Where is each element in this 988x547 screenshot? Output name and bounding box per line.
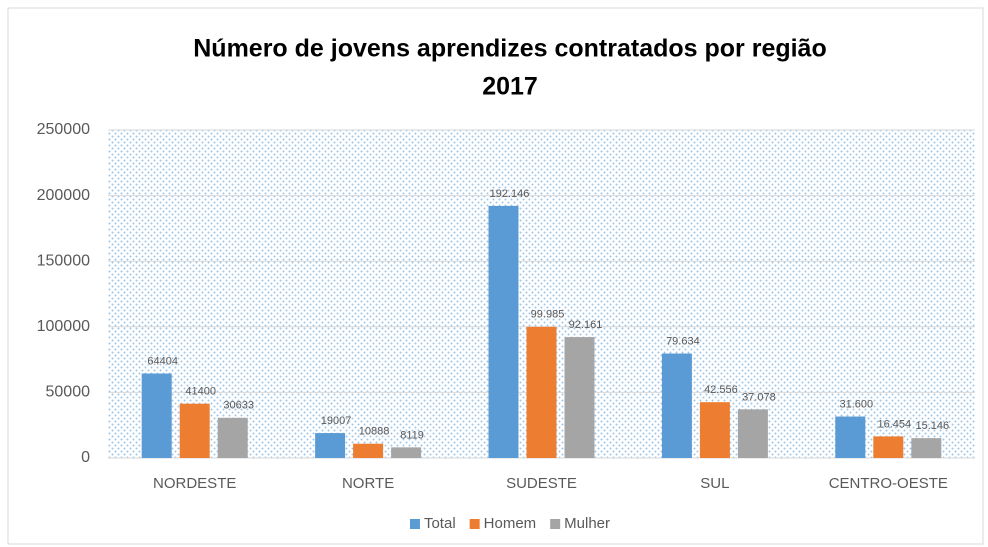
bar [179, 403, 210, 458]
x-tick-label: NORTE [342, 475, 394, 492]
value-label: 64404 [147, 355, 178, 367]
value-label: 42.556 [704, 384, 738, 396]
value-label: 19007 [321, 415, 352, 427]
bar [526, 326, 557, 458]
bar [488, 205, 519, 458]
y-tick-label: 250000 [37, 121, 90, 138]
x-tick-label: SUDESTE [506, 475, 577, 492]
y-tick-label: 0 [81, 449, 90, 466]
x-tick-label: SUL [700, 475, 729, 492]
value-label: 79.634 [666, 335, 700, 347]
bar [737, 409, 768, 458]
value-label: 31.600 [839, 398, 873, 410]
bar [141, 373, 172, 458]
value-label: 30633 [223, 400, 254, 412]
value-label: 192.146 [490, 188, 530, 200]
bar [911, 438, 942, 458]
chart-title: Número de jovens aprendizes contratados … [193, 35, 826, 63]
bar [835, 416, 866, 458]
bar [873, 436, 904, 458]
value-label: 10888 [359, 426, 390, 438]
legend-swatch [409, 519, 420, 529]
bar [353, 443, 384, 458]
x-tick-label: CENTRO-OESTE [829, 475, 948, 492]
value-label: 41400 [185, 386, 216, 398]
value-label: 37.078 [742, 391, 776, 403]
value-label: 15.146 [915, 420, 949, 432]
y-tick-label: 100000 [37, 318, 90, 335]
y-tick-label: 150000 [37, 252, 90, 269]
value-label: 8119 [400, 429, 424, 441]
legend-swatch [550, 519, 561, 529]
value-label: 99.985 [531, 309, 565, 321]
bar [217, 417, 248, 458]
legend-label: Mulher [564, 515, 610, 532]
y-tick-label: 200000 [37, 187, 90, 204]
bar [699, 402, 730, 458]
legend-label: Homem [484, 515, 537, 532]
bar [661, 353, 692, 458]
chart-subtitle: 2017 [482, 73, 538, 101]
x-tick-label: NORDESTE [153, 475, 236, 492]
y-tick-label: 50000 [46, 384, 91, 401]
legend-swatch [469, 519, 480, 529]
bar [564, 337, 595, 458]
value-label: 92.161 [569, 319, 603, 331]
bar [315, 433, 346, 458]
legend-label: Total [424, 515, 456, 532]
value-label: 16.454 [877, 418, 911, 430]
bar [391, 447, 422, 458]
